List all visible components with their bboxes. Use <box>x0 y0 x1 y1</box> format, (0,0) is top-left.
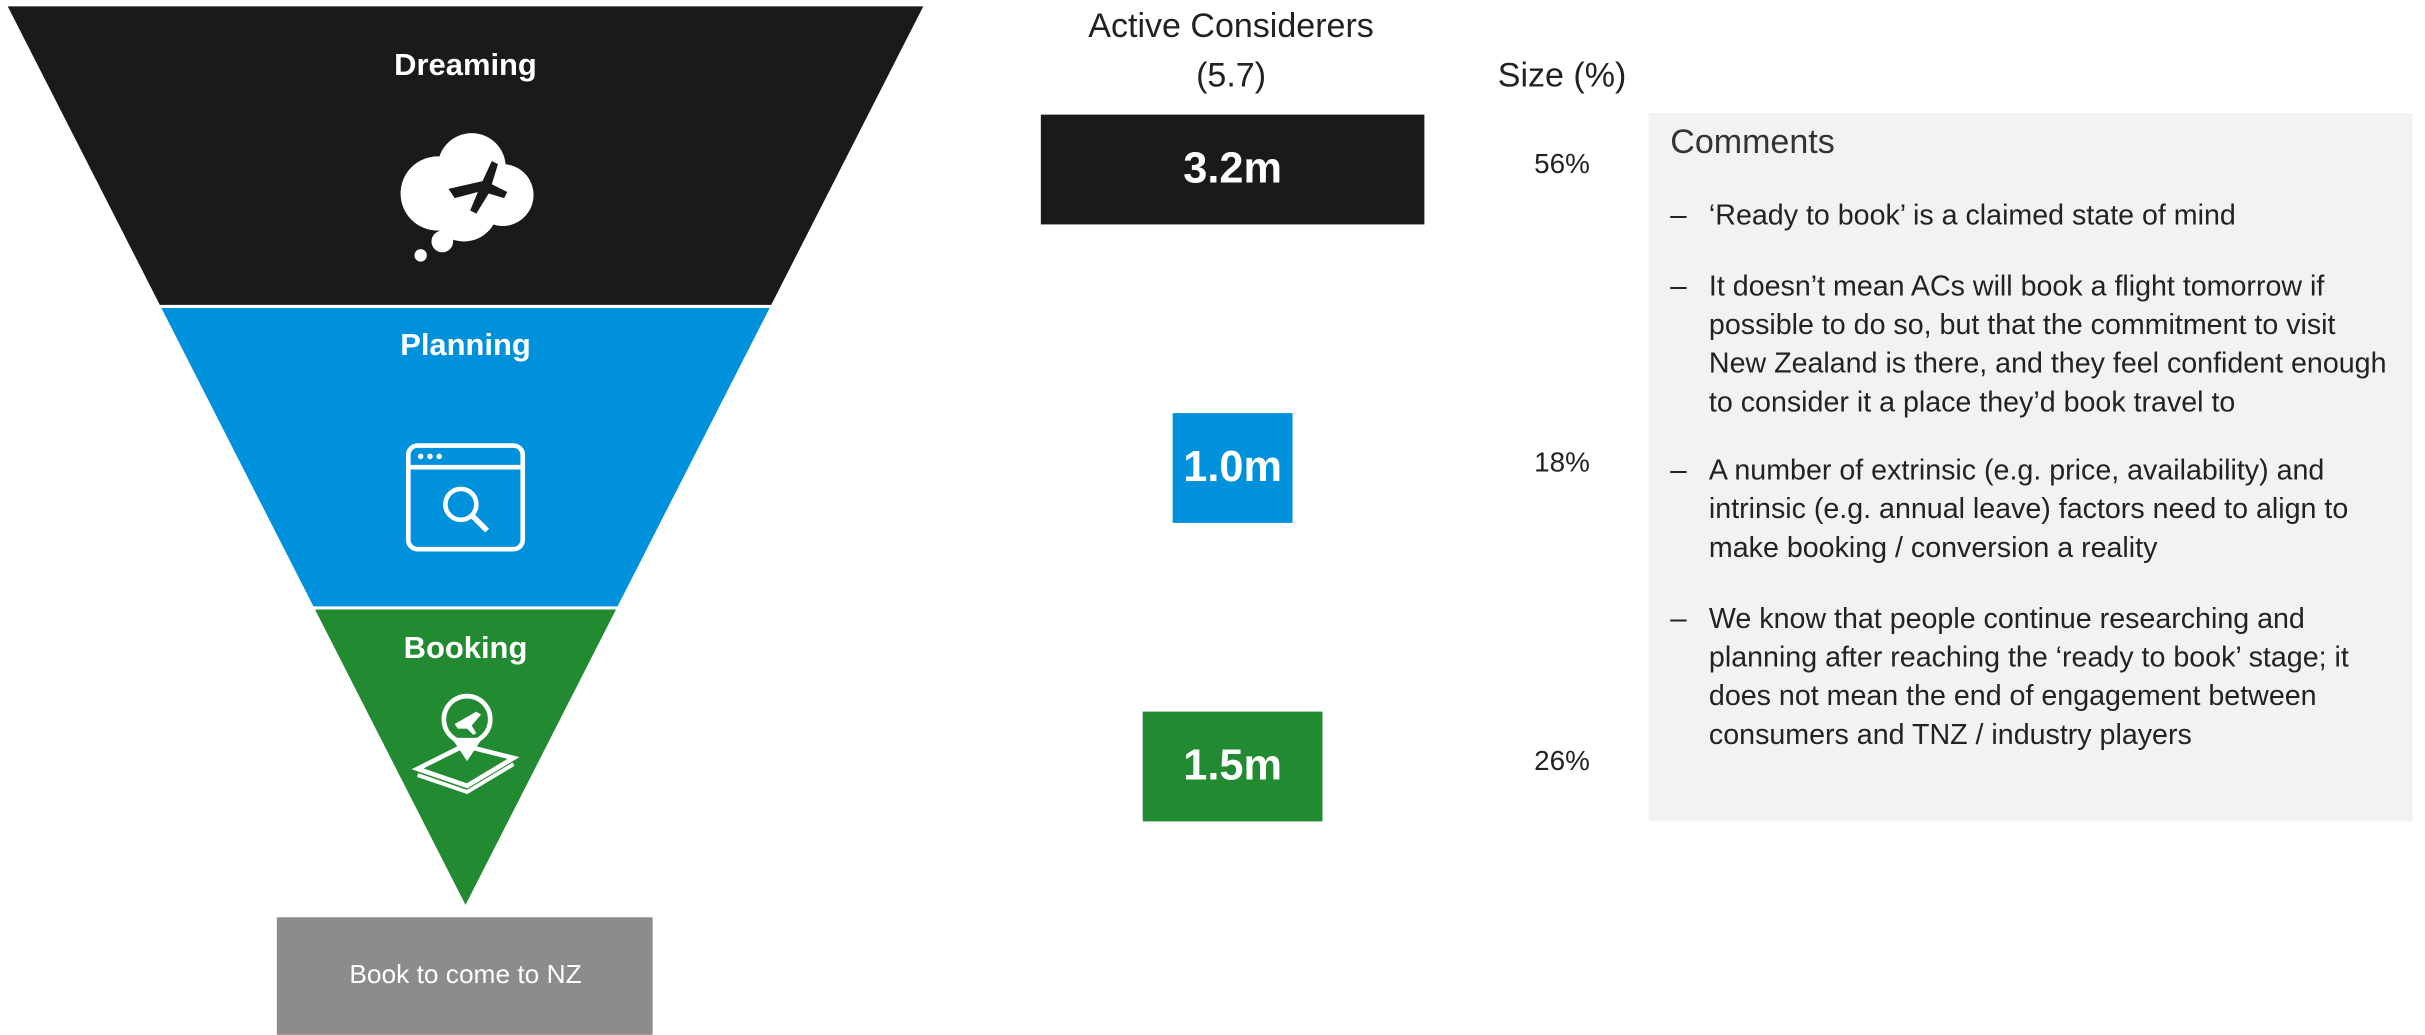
bar <box>1040 114 1425 225</box>
comment-line: New Zealand is there, and they feel conf… <box>1709 348 2387 380</box>
dreaming-icon <box>400 133 534 262</box>
comments-panel <box>1648 113 2413 822</box>
comments-title: Comments <box>1670 123 1834 161</box>
size-value: 18% <box>1534 447 1590 478</box>
stage-label: Dreaming <box>394 47 537 82</box>
comment-line: consumers and TNZ / industry players <box>1709 719 2192 751</box>
outcome-box <box>276 917 653 1035</box>
bar-label: 1.5m <box>1183 741 1282 789</box>
stage-label: Planning <box>400 327 531 362</box>
comment-line: A number of extrinsic (e.g. price, avail… <box>1709 454 2324 486</box>
comment-line: does not mean the end of engagement betw… <box>1709 680 2317 712</box>
comment-line: possible to do so, but that the commitme… <box>1709 309 2336 341</box>
comment-line: make booking / conversion a reality <box>1709 532 2158 564</box>
stage-label: Booking <box>404 630 528 665</box>
bar <box>1142 711 1323 822</box>
size-value: 26% <box>1534 745 1590 776</box>
bullet-dash: – <box>1670 602 1687 635</box>
outcome-label: Book to come to NZ <box>349 959 581 989</box>
column-title: Active Considerers <box>1088 7 1373 45</box>
size-value: 56% <box>1534 148 1590 179</box>
comment-line: It doesn’t mean ACs will book a flight t… <box>1709 270 2324 302</box>
bullet-dash: – <box>1670 454 1687 487</box>
comment-line: ‘Ready to book’ is a claimed state of mi… <box>1709 199 2236 231</box>
bar <box>1172 413 1293 523</box>
comment-line: intrinsic (e.g. annual leave) factors ne… <box>1709 493 2348 525</box>
funnel-stage <box>161 307 770 607</box>
comment-line: planning after reaching the ‘ready to bo… <box>1709 642 2349 674</box>
bullet-dash: – <box>1670 198 1687 231</box>
icons <box>400 133 534 795</box>
column-title: Size (%) <box>1498 56 1627 94</box>
bullet-dash: – <box>1670 270 1687 303</box>
bar-label: 3.2m <box>1183 145 1282 193</box>
comment-line: We know that people continue researching… <box>1709 603 2305 635</box>
comment-line: to consider it a place they’d book trave… <box>1709 386 2235 418</box>
bar-label: 1.0m <box>1183 443 1282 491</box>
planning-icon <box>405 443 526 552</box>
booking-icon <box>411 693 520 795</box>
column-subtitle: (5.7) <box>1196 56 1266 94</box>
